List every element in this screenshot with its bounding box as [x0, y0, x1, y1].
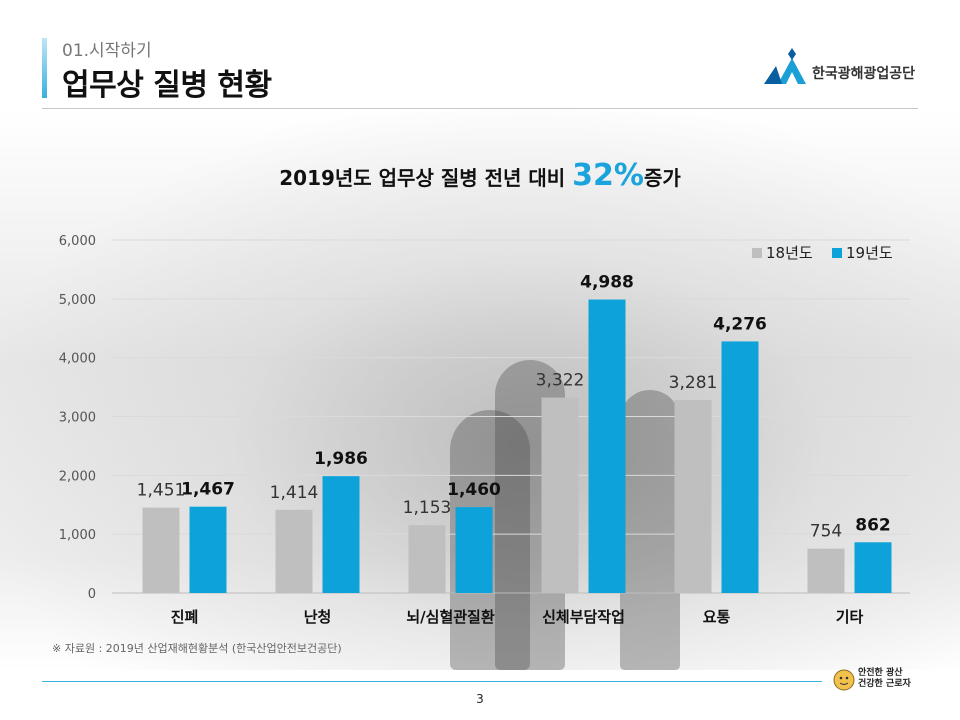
- page-number: 3: [476, 692, 484, 706]
- x-category-label: 난청: [304, 608, 332, 626]
- bar-chart: 01,0002,0003,0004,0005,0006,0001,4511,46…: [59, 234, 910, 626]
- x-category-label: 요통: [703, 608, 731, 626]
- bar-value-label: 3,322: [536, 371, 585, 391]
- title-accent-bar: [42, 38, 47, 98]
- y-tick-label: 0: [88, 587, 96, 602]
- legend-label: 19년도: [846, 244, 893, 262]
- page-title: 업무상 질병 현황: [62, 68, 272, 103]
- legend-swatch: [752, 248, 762, 258]
- y-tick-label: 3,000: [59, 411, 96, 426]
- y-tick-label: 4,000: [59, 352, 96, 367]
- x-category-label: 진폐: [171, 608, 199, 626]
- bar-value-label: 1,467: [181, 480, 235, 500]
- bar-2018: [807, 548, 845, 593]
- legend-swatch: [832, 248, 842, 258]
- x-category-label: 기타: [836, 608, 864, 626]
- bar-2018: [541, 397, 579, 593]
- footer-divider: [42, 681, 822, 682]
- bar-2019: [721, 341, 759, 593]
- bar-value-label: 1,153: [403, 498, 452, 518]
- x-category-label: 신체부담작업: [542, 608, 625, 626]
- source-note: ※ 자료원 : 2019년 산업재해현황분석 (한국산업안전보건공단): [52, 642, 342, 655]
- bar-value-label: 754: [810, 522, 842, 542]
- y-tick-label: 5,000: [59, 293, 96, 308]
- bar-value-label: 1,986: [314, 449, 368, 469]
- legend-label: 18년도: [766, 244, 813, 262]
- section-label: 01.시작하기: [62, 41, 152, 61]
- bar-2019: [588, 299, 626, 593]
- bar-2019: [322, 476, 360, 593]
- safety-mascot-icon: [833, 669, 855, 691]
- bar-2018: [275, 509, 313, 593]
- bar-value-label: 1,460: [447, 480, 501, 500]
- chart-title: 2019년도 업무상 질병 전년 대비 32%증가: [0, 158, 960, 193]
- y-tick-label: 2,000: [59, 469, 96, 484]
- bar-2018: [408, 525, 446, 593]
- organization-logo: [764, 48, 806, 84]
- bar-value-label: 3,281: [669, 373, 718, 393]
- chart-title-suffix: 증가: [643, 166, 681, 190]
- organization-name: 한국광해광업공단: [812, 66, 916, 82]
- bar-2019: [854, 542, 892, 593]
- chart-title-highlight: 32%: [572, 158, 644, 193]
- bar-value-label: 1,451: [137, 481, 186, 501]
- y-tick-label: 1,000: [59, 528, 96, 543]
- x-category-label: 뇌/심혈관질환: [406, 608, 494, 626]
- bar-2018: [674, 399, 712, 593]
- header-divider: [42, 108, 918, 109]
- bar-value-label: 862: [855, 515, 891, 535]
- badge-line-1: 안전한 광산: [858, 668, 903, 678]
- badge-line-2: 건강한 근로자: [858, 679, 911, 689]
- bar-2018: [142, 507, 180, 593]
- bar-2019: [455, 507, 493, 593]
- y-tick-label: 6,000: [59, 234, 96, 249]
- bar-value-label: 1,414: [270, 483, 319, 503]
- bar-value-label: 4,988: [580, 273, 634, 293]
- bar-value-label: 4,276: [713, 314, 767, 334]
- bar-2019: [189, 506, 227, 593]
- chart-title-prefix: 2019년도 업무상 질병 전년 대비: [279, 166, 573, 190]
